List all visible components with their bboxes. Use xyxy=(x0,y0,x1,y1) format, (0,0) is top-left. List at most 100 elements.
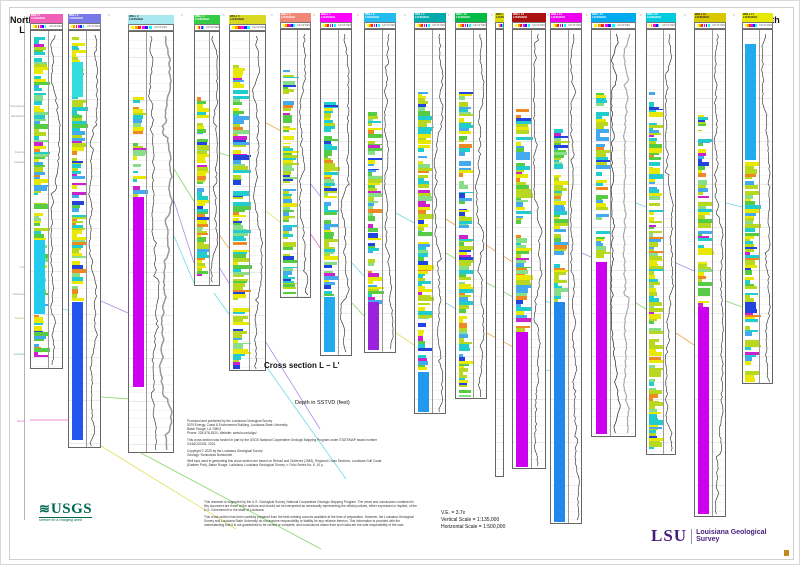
legend-swatch xyxy=(199,25,201,30)
log-track-caption: GR SP RES xyxy=(759,24,772,27)
disclaimer-paragraph: This research is supported by the U.S. G… xyxy=(204,500,417,513)
litho-color-legend: GR SP RES xyxy=(694,22,726,29)
cross-section-title: Cross section L – L' xyxy=(264,361,340,370)
well-subheader: LOUISIANA xyxy=(281,16,296,19)
correlation-line xyxy=(395,332,415,346)
track-divider xyxy=(567,30,569,523)
well-name: WELL 11 xyxy=(496,13,504,16)
well-distance-label: ft xyxy=(404,14,406,17)
well-subheader: LOUISIANA xyxy=(695,16,710,19)
legend-swatch xyxy=(460,23,462,28)
legend-swatch xyxy=(525,23,527,28)
legend-swatch xyxy=(561,23,564,28)
legend-swatch xyxy=(705,23,708,28)
lsu-wordmark: LSU xyxy=(651,526,688,545)
correlation-line xyxy=(675,332,695,346)
well-name: WELL 1 xyxy=(31,14,41,17)
well-header: WELL 12 LOUISIANA xyxy=(512,13,546,22)
litho-color-legend: GR SP RES xyxy=(320,22,352,29)
marker-interval xyxy=(417,372,429,412)
horizon-label: Anahuac xyxy=(13,159,25,164)
well-strip: WELL 5 LOUISIANA GR SP RES xyxy=(229,15,266,371)
well-distance-label: ft xyxy=(448,14,450,17)
legend-swatch xyxy=(375,23,378,28)
disclaimer-paragraph: This cross section has been carefully pr… xyxy=(204,515,414,528)
vertical-exaggeration: V.E. = 3.7x xyxy=(441,510,466,516)
well-header: WELL 4 LOUISIANA xyxy=(194,15,220,24)
well-strip: WELL 7 LOUISIANA GR SP RES xyxy=(320,13,352,356)
well-name: WELL 17 xyxy=(743,13,754,16)
log-curve xyxy=(210,35,219,283)
marker-interval xyxy=(553,302,565,522)
legend-swatch xyxy=(247,25,250,30)
legend-swatch xyxy=(749,23,751,28)
correlation-line xyxy=(140,452,322,550)
vertical-scale: Vertical Scale = 1:135,000 xyxy=(441,517,500,524)
litho-color-legend: GR SP RES xyxy=(280,22,311,29)
log-track-caption: GR SP RES xyxy=(532,24,545,27)
legend-swatch xyxy=(464,23,467,28)
marker-interval xyxy=(745,44,757,160)
well-subheader: LOUISIANA xyxy=(129,18,144,21)
legend-swatch xyxy=(42,24,45,29)
track-divider xyxy=(711,30,713,516)
log-curve xyxy=(383,33,394,350)
legend-swatch xyxy=(197,25,198,30)
well-distance-label: ft xyxy=(684,14,686,17)
well-name: WELL 8 xyxy=(365,13,375,16)
horizon-label: Jackson xyxy=(14,315,25,320)
track-divider xyxy=(530,30,532,468)
track-divider xyxy=(249,32,250,370)
well-name: WELL 13 xyxy=(551,13,562,16)
well-log-track xyxy=(229,31,266,371)
well-header: WELL 9 LOUISIANA xyxy=(414,13,446,22)
correlation-line xyxy=(309,182,322,198)
legend-swatch xyxy=(656,23,658,28)
track-divider xyxy=(472,30,474,398)
legend-swatch xyxy=(753,23,755,28)
log-track-caption: GR SP RES xyxy=(568,24,582,27)
track-divider xyxy=(48,31,49,368)
well-subheader: LOUISIANA xyxy=(365,16,380,19)
well-distance-label: ft xyxy=(181,14,183,17)
correlation-line xyxy=(445,302,457,310)
legend-swatch xyxy=(200,25,202,30)
marker-interval xyxy=(33,240,46,314)
lgs-name-line1: Louisiana Geological xyxy=(696,528,767,536)
well-header: WELL 11LOUISIANA xyxy=(495,13,504,22)
well-log-track xyxy=(694,29,726,517)
well-log-track xyxy=(646,29,676,455)
well-name: WELL 12 xyxy=(513,13,524,16)
legend-swatch xyxy=(80,24,83,29)
legend-swatch xyxy=(325,23,327,28)
disclaimer-block: This research is supported by the U.S. G… xyxy=(204,500,418,531)
legend-swatch xyxy=(291,23,293,28)
legend-swatch xyxy=(377,23,380,28)
horizon-label: Frio xyxy=(20,264,25,269)
lgs-name: Louisiana Geological Survey xyxy=(696,529,766,544)
well-subheader: LOUISIANA xyxy=(415,16,430,19)
legend-swatch xyxy=(75,24,78,29)
well-header: WELL 5 LOUISIANA xyxy=(229,15,266,24)
legend-swatch xyxy=(423,23,426,28)
north-end-label: North L xyxy=(7,15,37,35)
legend-swatch xyxy=(138,25,141,30)
well-subheader: LOUISIANA xyxy=(456,16,471,19)
litho-color-legend: GR SP RES xyxy=(128,24,174,31)
marker-interval xyxy=(515,332,528,467)
well-header: WELL 16 LOUISIANA xyxy=(694,13,726,22)
well-strip: WELL 11LOUISIANA xyxy=(495,13,504,477)
log-track-caption: GR SP RES xyxy=(252,26,265,29)
legend-swatch xyxy=(235,25,238,30)
well-name: WELL 15 xyxy=(647,13,658,16)
well-log-track xyxy=(591,29,636,437)
legend-swatch xyxy=(745,23,747,28)
well-distance-label: ft xyxy=(271,14,273,17)
legend-swatch xyxy=(71,24,73,29)
corner-mark xyxy=(784,550,789,556)
legend-swatch xyxy=(654,23,656,28)
well-header: WELL 6 LOUISIANA xyxy=(280,13,311,22)
well-subheader: LOUISIANA xyxy=(195,18,210,21)
log-curve xyxy=(340,33,350,353)
